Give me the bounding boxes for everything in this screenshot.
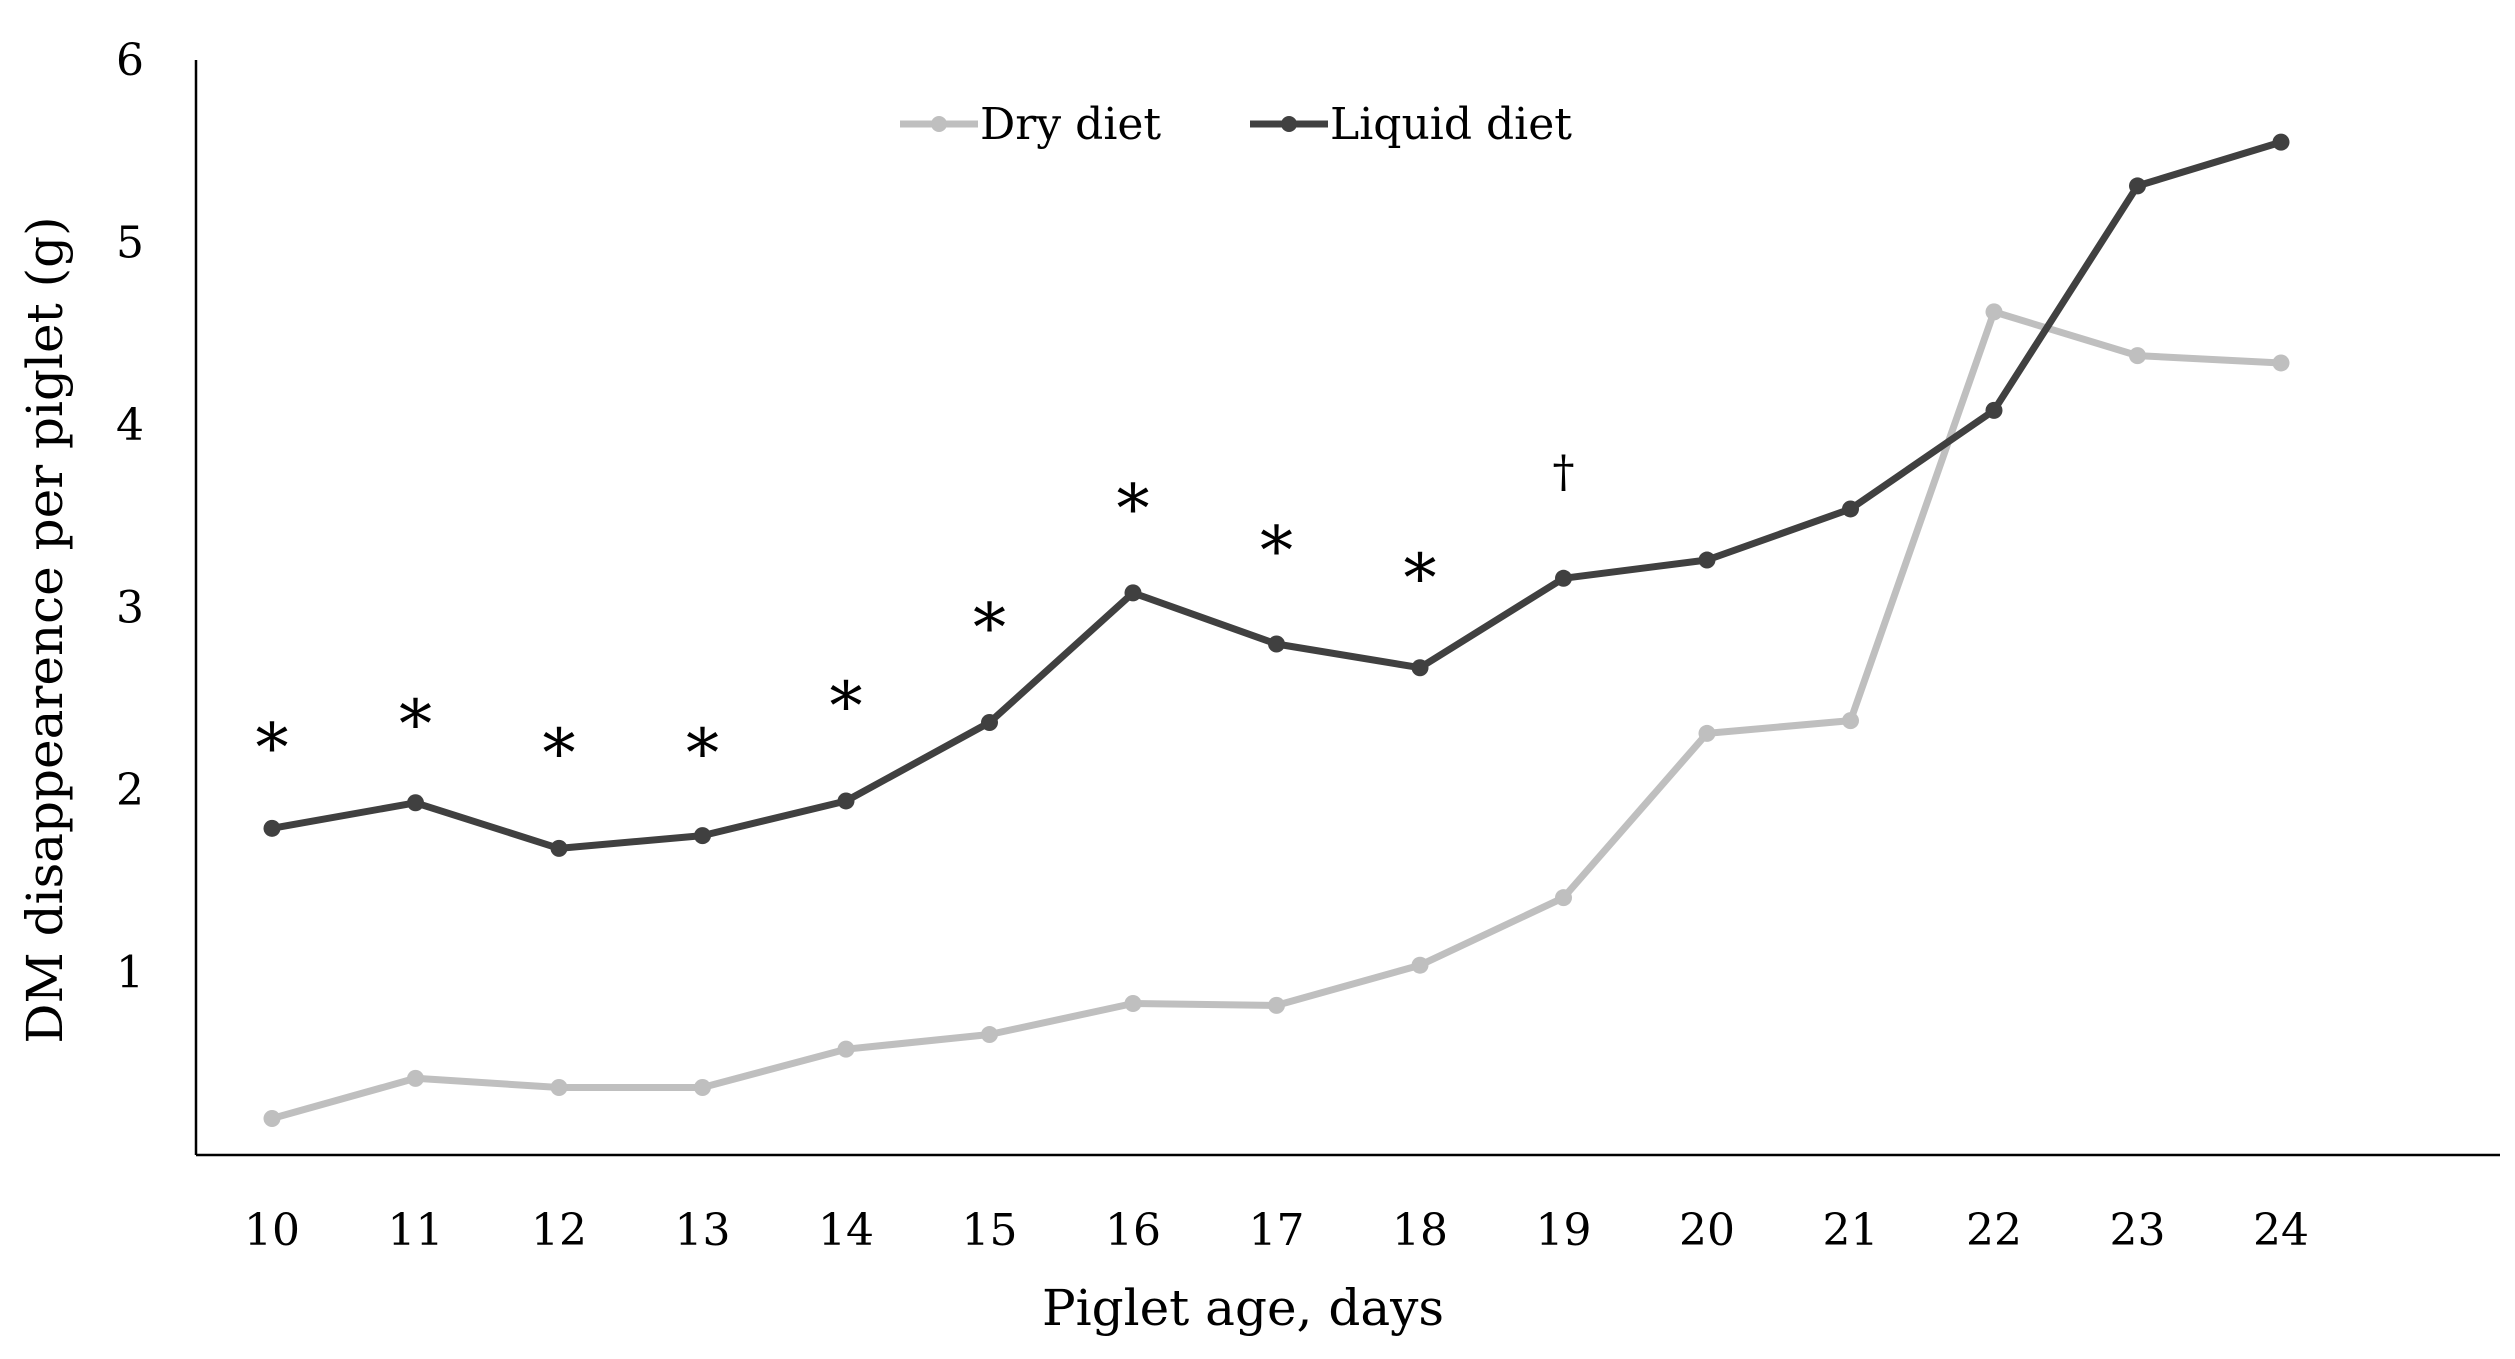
y-tick-label: 1 bbox=[116, 948, 144, 999]
data-point-dry-diet bbox=[1124, 995, 1142, 1013]
significance-asterisk: * bbox=[399, 686, 432, 763]
x-tick-label: 18 bbox=[1392, 1205, 1448, 1256]
significance-asterisk: * bbox=[543, 715, 576, 792]
x-tick-label: 22 bbox=[1966, 1205, 2022, 1256]
x-tick-label: 10 bbox=[244, 1205, 300, 1256]
axes bbox=[194, 60, 2500, 1157]
y-tick-label: 5 bbox=[116, 218, 144, 269]
data-point-liquid-diet bbox=[981, 713, 998, 731]
data-point-dry-diet bbox=[1555, 889, 1572, 907]
data-point-dry-diet bbox=[1698, 724, 1716, 742]
data-point-liquid-diet bbox=[407, 794, 424, 812]
data-point-liquid-diet bbox=[550, 839, 568, 857]
data-point-dry-diet bbox=[981, 1026, 998, 1044]
data-point-liquid-diet bbox=[2129, 177, 2146, 195]
x-tick-label: 11 bbox=[388, 1205, 444, 1256]
data-point-dry-diet bbox=[1411, 956, 1429, 974]
y-tick-label: 2 bbox=[116, 765, 144, 816]
significance-dagger: † bbox=[1553, 447, 1575, 498]
significance-asterisk: * bbox=[1117, 471, 1150, 548]
x-tick-label: 13 bbox=[675, 1205, 731, 1256]
y-tick-label: 3 bbox=[116, 583, 144, 634]
significance-asterisk: * bbox=[830, 668, 863, 745]
data-point-liquid-diet bbox=[1411, 659, 1429, 677]
x-tick-label: 12 bbox=[531, 1205, 587, 1256]
x-tick-label: 21 bbox=[1823, 1205, 1879, 1256]
y-tick-label: 6 bbox=[116, 35, 144, 86]
x-tick-label: 15 bbox=[962, 1205, 1018, 1256]
data-point-dry-diet bbox=[407, 1069, 424, 1087]
x-tick-label: 14 bbox=[818, 1205, 874, 1256]
significance-asterisk: * bbox=[1260, 513, 1293, 590]
data-point-dry-diet bbox=[1985, 303, 2003, 321]
legend-item-dry-diet: Dry diet bbox=[900, 99, 1161, 150]
data-point-dry-diet bbox=[2272, 354, 2290, 372]
y-axis-title: DM disappearence per piglet (g) bbox=[16, 216, 74, 1043]
legend-label-dry-diet: Dry diet bbox=[980, 99, 1161, 150]
y-tick-label: 4 bbox=[116, 400, 144, 451]
x-axis-title: Piglet age, days bbox=[1042, 1279, 1444, 1337]
x-tick-label: 23 bbox=[2110, 1205, 2166, 1256]
legend-marker-liquid-diet bbox=[1281, 116, 1297, 132]
significance-asterisk: * bbox=[1404, 540, 1437, 617]
x-tick-label: 17 bbox=[1249, 1205, 1305, 1256]
x-tick-label: 16 bbox=[1105, 1205, 1161, 1256]
x-tick-labels: 10 11 12 13 14 15 16 17 18 19 20 21 22 23 24 bbox=[244, 1205, 2309, 1256]
data-point-liquid-diet bbox=[1124, 584, 1142, 602]
significance-asterisk: * bbox=[686, 715, 719, 792]
legend-marker-dry-diet bbox=[931, 116, 947, 132]
data-point-liquid-diet bbox=[1842, 500, 1859, 518]
data-point-dry-diet bbox=[550, 1078, 568, 1096]
data-point-liquid-diet bbox=[837, 792, 855, 810]
x-tick-label: 19 bbox=[1536, 1205, 1592, 1256]
series bbox=[263, 133, 2290, 1127]
data-point-liquid-diet bbox=[1698, 551, 1716, 569]
y-tick-labels: 1 2 3 4 5 6 bbox=[116, 35, 144, 999]
legend-label-liquid-diet: Liquid diet bbox=[1330, 99, 1572, 150]
data-point-dry-diet bbox=[263, 1110, 281, 1127]
data-point-liquid-diet bbox=[263, 819, 281, 837]
data-point-dry-diet bbox=[837, 1040, 855, 1058]
significance-asterisk: * bbox=[256, 710, 289, 787]
data-point-liquid-diet bbox=[2272, 133, 2290, 151]
data-point-dry-diet bbox=[1268, 996, 1285, 1014]
significance-annotations: * * * * * * * * * † bbox=[256, 447, 1575, 792]
legend: Dry diet Liquid diet bbox=[900, 99, 1572, 150]
data-point-liquid-diet bbox=[1555, 569, 1572, 587]
data-point-liquid-diet bbox=[1985, 401, 2003, 419]
significance-asterisk: * bbox=[973, 589, 1006, 666]
data-point-liquid-diet bbox=[694, 827, 711, 845]
data-point-dry-diet bbox=[2129, 347, 2146, 365]
legend-item-liquid-diet: Liquid diet bbox=[1250, 99, 1572, 150]
data-point-dry-diet bbox=[1842, 712, 1859, 730]
x-tick-label: 24 bbox=[2253, 1205, 2309, 1256]
data-point-liquid-diet bbox=[1268, 635, 1285, 653]
data-point-dry-diet bbox=[694, 1078, 711, 1096]
x-tick-label: 20 bbox=[1679, 1205, 1735, 1256]
